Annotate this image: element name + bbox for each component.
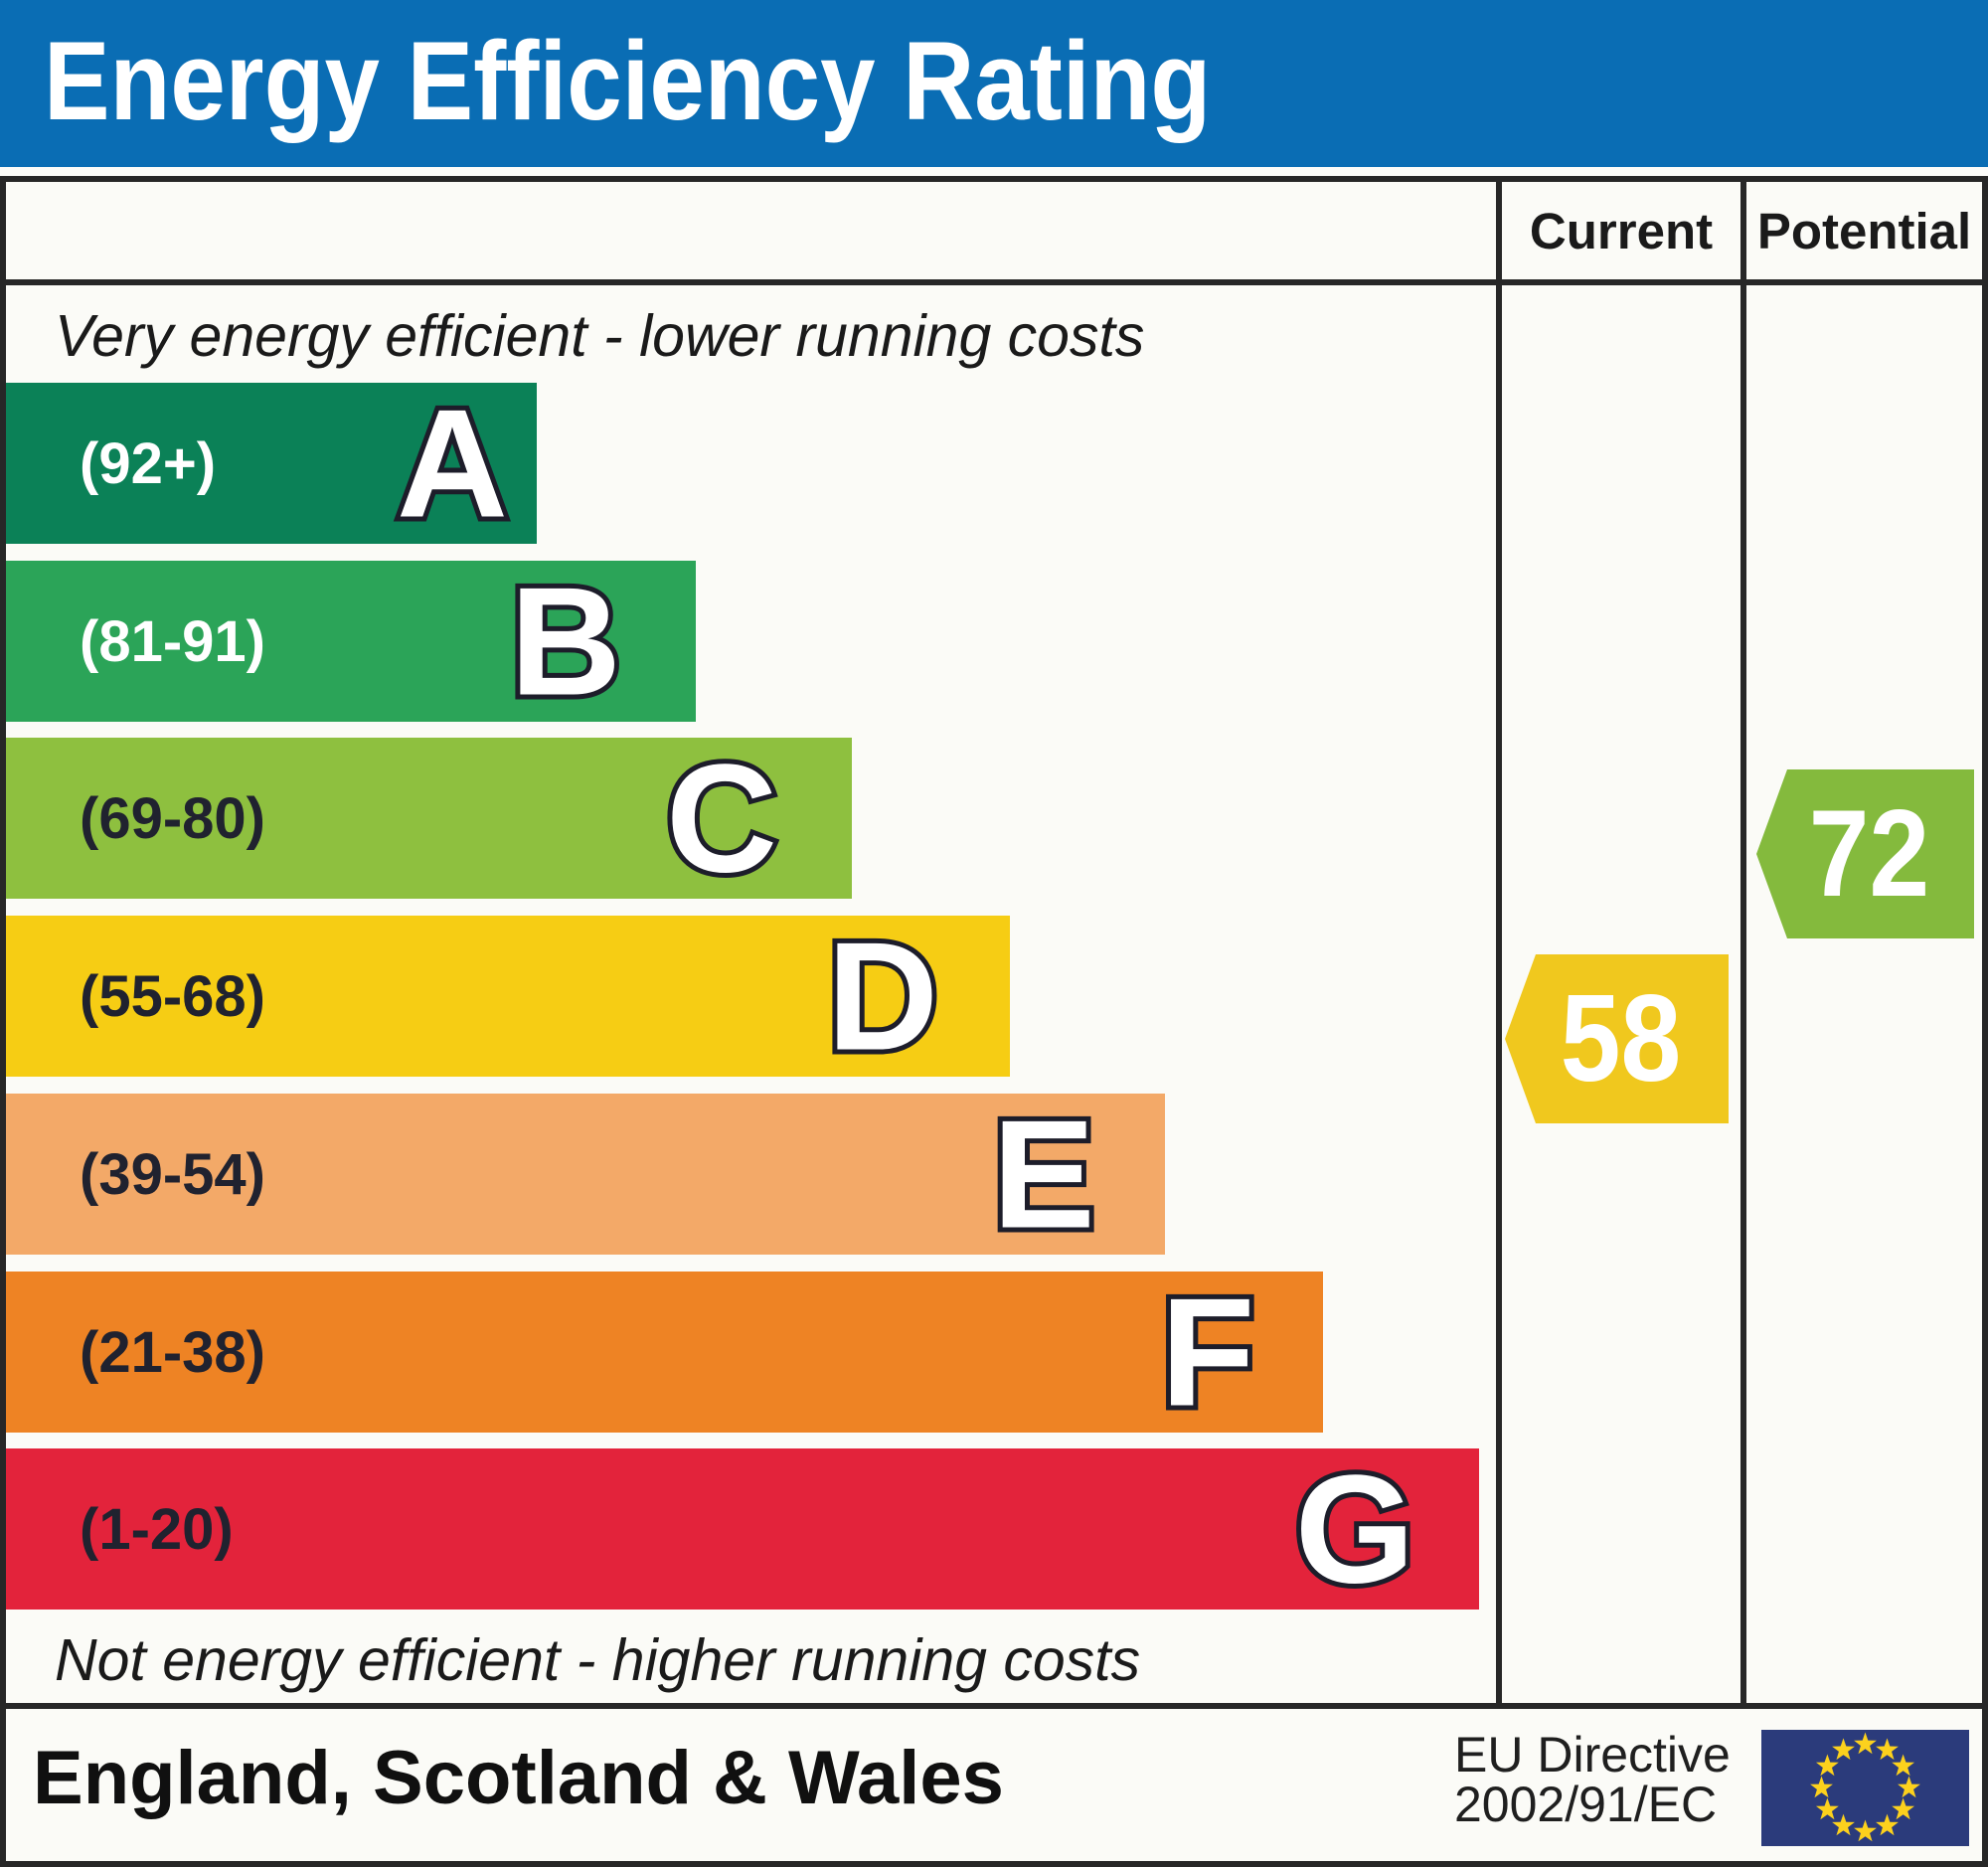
band-range-label-C: (69-80) [80, 785, 265, 851]
eu-directive-line2: 2002/91/EC [1454, 1777, 1718, 1832]
column-header-potential: Potential [1756, 202, 1972, 259]
band-row-C: (69-80) C C [6, 732, 852, 905]
eu-flag-icon [1761, 1730, 1969, 1846]
bottom-note: Not energy efficient - higher running co… [55, 1627, 1141, 1693]
band-range-label-G: (1-20) [80, 1496, 234, 1562]
rating-table: Current Potential Very energy efficient … [0, 176, 1988, 1867]
column-header-current: Current [1529, 202, 1714, 259]
current-rating-value: 58 [1560, 970, 1681, 1107]
band-range-label-A: (92+) [80, 430, 217, 496]
band-row-B: (81-91) B B [6, 555, 696, 728]
band-row-F: (21-38) F F [6, 1266, 1323, 1439]
header-row-divider [6, 279, 1982, 285]
band-row-E: (39-54) E E [6, 1088, 1165, 1261]
eu-directive-label: EU Directive 2002/91/EC [1454, 1714, 1731, 1845]
band-range-label-D: (55-68) [80, 963, 265, 1029]
band-range-label-E: (39-54) [80, 1141, 265, 1207]
current-column-divider [1496, 182, 1502, 1709]
page-title: Energy Efficiency Rating [44, 19, 1212, 143]
band-range-label-F: (21-38) [80, 1319, 265, 1385]
top-note: Very energy efficient - lower running co… [55, 303, 1145, 369]
band-row-D: (55-68) D D [6, 910, 1010, 1083]
title-bar: Energy Efficiency Rating [0, 0, 1988, 167]
band-row-G: (1-20) G G [6, 1443, 1479, 1615]
potential-rating-arrow: 72 [1756, 769, 1974, 938]
potential-column-divider [1740, 182, 1746, 1709]
band-range-label-B: (81-91) [80, 608, 265, 674]
eu-directive-line1: EU Directive [1454, 1727, 1731, 1782]
band-row-A: (92+) A A [6, 377, 537, 550]
potential-rating-value: 72 [1808, 785, 1929, 923]
region-label: England, Scotland & Wales [33, 1735, 1004, 1820]
current-rating-arrow: 58 [1505, 954, 1729, 1123]
footer-row-divider [6, 1703, 1982, 1709]
